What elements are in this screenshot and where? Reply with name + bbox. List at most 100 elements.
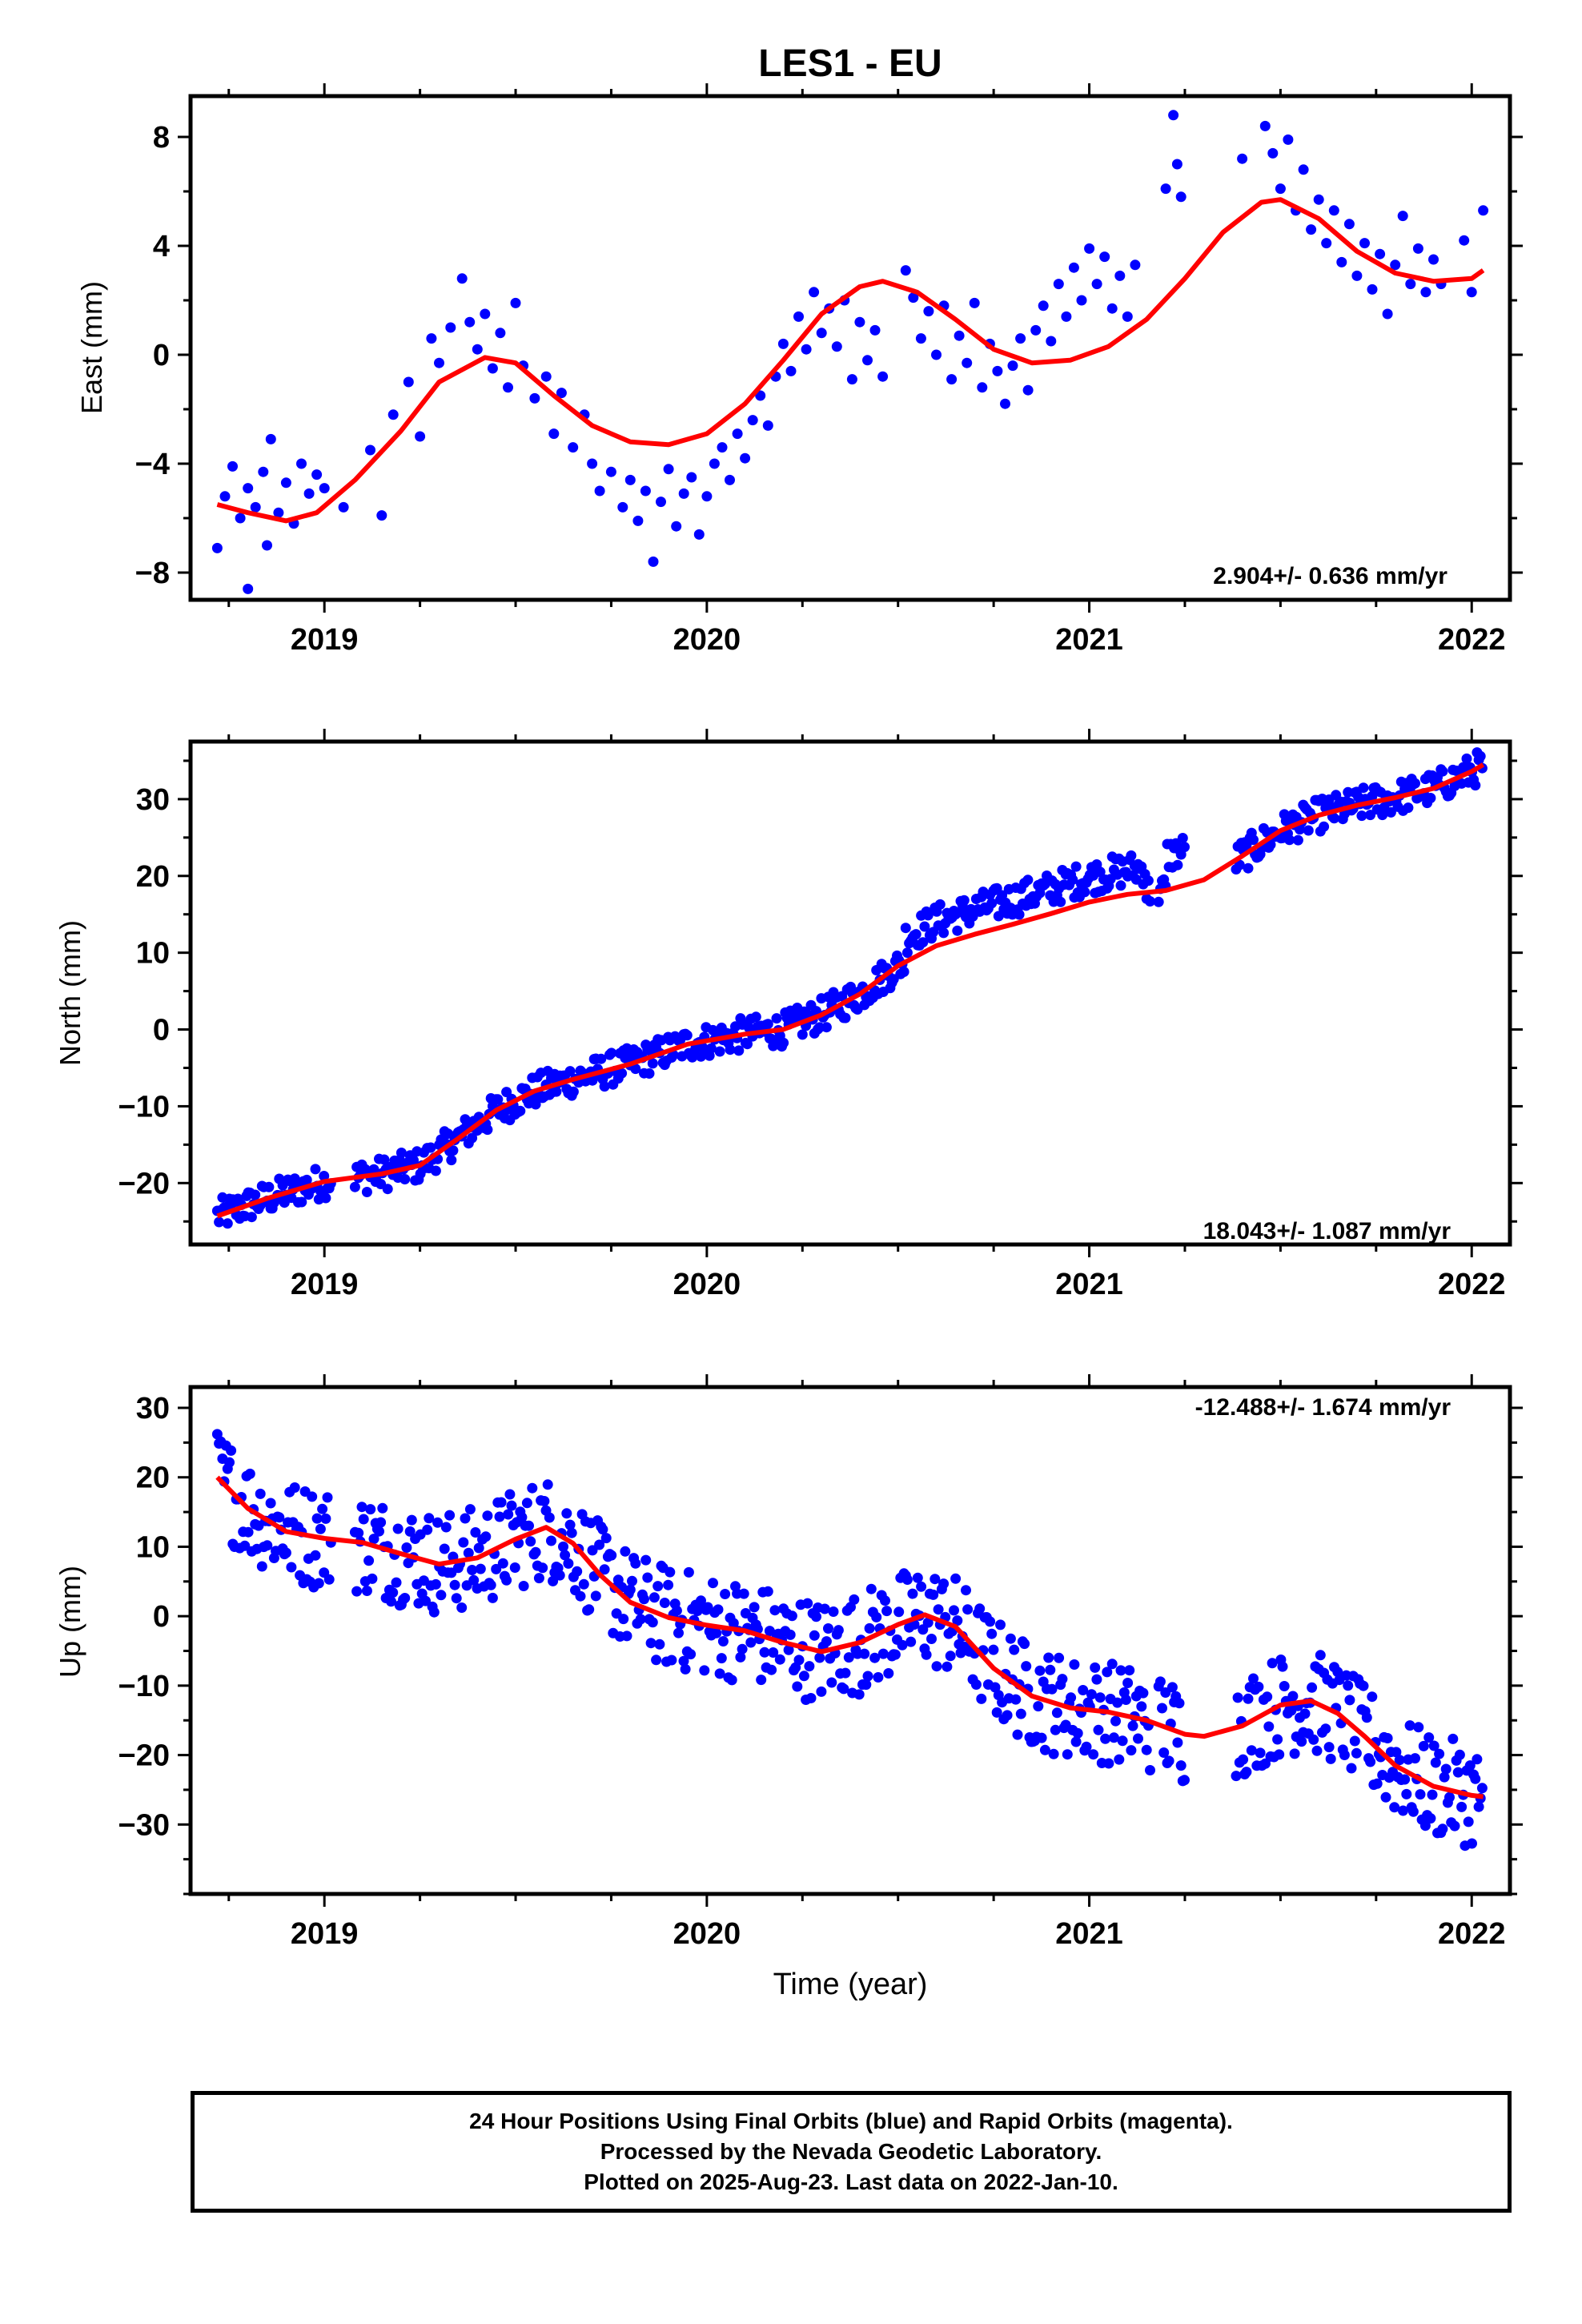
data-point (1126, 850, 1137, 861)
data-point (915, 333, 926, 344)
data-point (250, 501, 261, 513)
data-point (464, 316, 476, 328)
data-point (597, 1524, 608, 1535)
data-point (446, 1155, 457, 1166)
data-point (376, 510, 387, 521)
up-rate-label: -12.488+/- 1.674 mm/yr (1195, 1394, 1452, 1421)
data-point (877, 1648, 889, 1659)
data-point (1172, 859, 1183, 870)
data-point (833, 1625, 844, 1636)
data-point (1277, 1661, 1288, 1672)
x-tick-label: 2022 (1438, 1917, 1506, 1951)
data-point (1430, 1757, 1441, 1768)
data-point (219, 491, 231, 502)
data-point (566, 1527, 577, 1538)
data-point (564, 1066, 576, 1077)
data-point (1467, 1838, 1477, 1849)
data-point (509, 1562, 520, 1573)
data-point (561, 1508, 572, 1519)
data-point (1463, 1816, 1474, 1827)
data-point (1444, 1791, 1455, 1803)
data-point (1315, 1650, 1326, 1661)
data-point (482, 1510, 493, 1522)
data-point (317, 1503, 328, 1514)
east-fit-curve (216, 197, 1485, 524)
data-point (949, 1605, 959, 1616)
data-point (463, 1547, 474, 1558)
data-point (224, 1457, 235, 1468)
data-point (439, 1543, 450, 1554)
data-point (464, 1504, 476, 1515)
y-tick-label: 8 (153, 121, 170, 155)
data-point (1336, 256, 1347, 267)
data-point (495, 328, 506, 339)
data-point (1002, 1710, 1013, 1721)
data-point (387, 1587, 399, 1598)
data-point (544, 1512, 555, 1523)
data-point (1163, 1755, 1174, 1767)
data-point (905, 1636, 917, 1647)
data-point (1283, 134, 1294, 145)
data-point (1234, 859, 1245, 870)
data-point (296, 458, 307, 469)
data-point (1459, 235, 1470, 246)
data-point (449, 1579, 460, 1590)
data-point (1179, 842, 1190, 853)
data-point (1320, 1723, 1331, 1735)
data-point (880, 1595, 890, 1606)
data-point (365, 444, 375, 456)
data-point (1072, 1727, 1083, 1739)
data-point (1470, 1773, 1481, 1784)
data-point (1103, 1758, 1114, 1769)
data-point (600, 1533, 612, 1544)
data-point (1292, 834, 1303, 846)
data-point (1243, 1693, 1254, 1704)
data-point (448, 1145, 459, 1156)
data-point (590, 1590, 601, 1602)
data-point (930, 1574, 941, 1585)
data-point (798, 1671, 809, 1682)
data-point (1114, 270, 1126, 281)
data-point (714, 1046, 725, 1057)
data-point (1267, 147, 1279, 159)
data-point (596, 1053, 607, 1064)
data-point (492, 1094, 504, 1105)
caption-line-1: 24 Hour Positions Using Final Orbits (bl… (469, 2109, 1233, 2133)
data-point (785, 365, 797, 376)
data-point (1130, 259, 1141, 271)
data-point (1010, 1694, 1022, 1705)
data-point (1090, 1662, 1101, 1673)
data-point (627, 1575, 637, 1586)
data-point (467, 1565, 478, 1575)
data-point (1449, 1820, 1460, 1831)
data-point (480, 1531, 492, 1542)
data-point (1425, 1813, 1436, 1824)
data-point (737, 1643, 748, 1655)
data-point (211, 542, 223, 553)
data-point (1246, 1745, 1257, 1756)
data-point (440, 1522, 452, 1533)
data-point (1358, 782, 1369, 794)
north-data-points (211, 747, 1488, 1229)
data-point (865, 1583, 877, 1594)
data-point (869, 324, 881, 336)
data-point (265, 433, 276, 444)
y-tick-label: 4 (153, 230, 170, 263)
data-point (387, 409, 399, 420)
data-point (243, 1526, 254, 1538)
data-point (1358, 1680, 1369, 1691)
data-point (640, 1554, 652, 1566)
data-point (563, 1558, 574, 1569)
x-tick-label: 2019 (291, 1917, 359, 1951)
data-point (699, 1665, 710, 1676)
data-point (762, 420, 773, 431)
data-point (529, 392, 540, 404)
data-point (620, 1546, 631, 1557)
data-point (740, 452, 751, 464)
data-point (1382, 308, 1393, 320)
data-point (831, 341, 842, 352)
data-point (1351, 270, 1363, 281)
data-point (828, 1606, 839, 1617)
data-point (443, 1128, 453, 1140)
data-point (258, 466, 269, 477)
